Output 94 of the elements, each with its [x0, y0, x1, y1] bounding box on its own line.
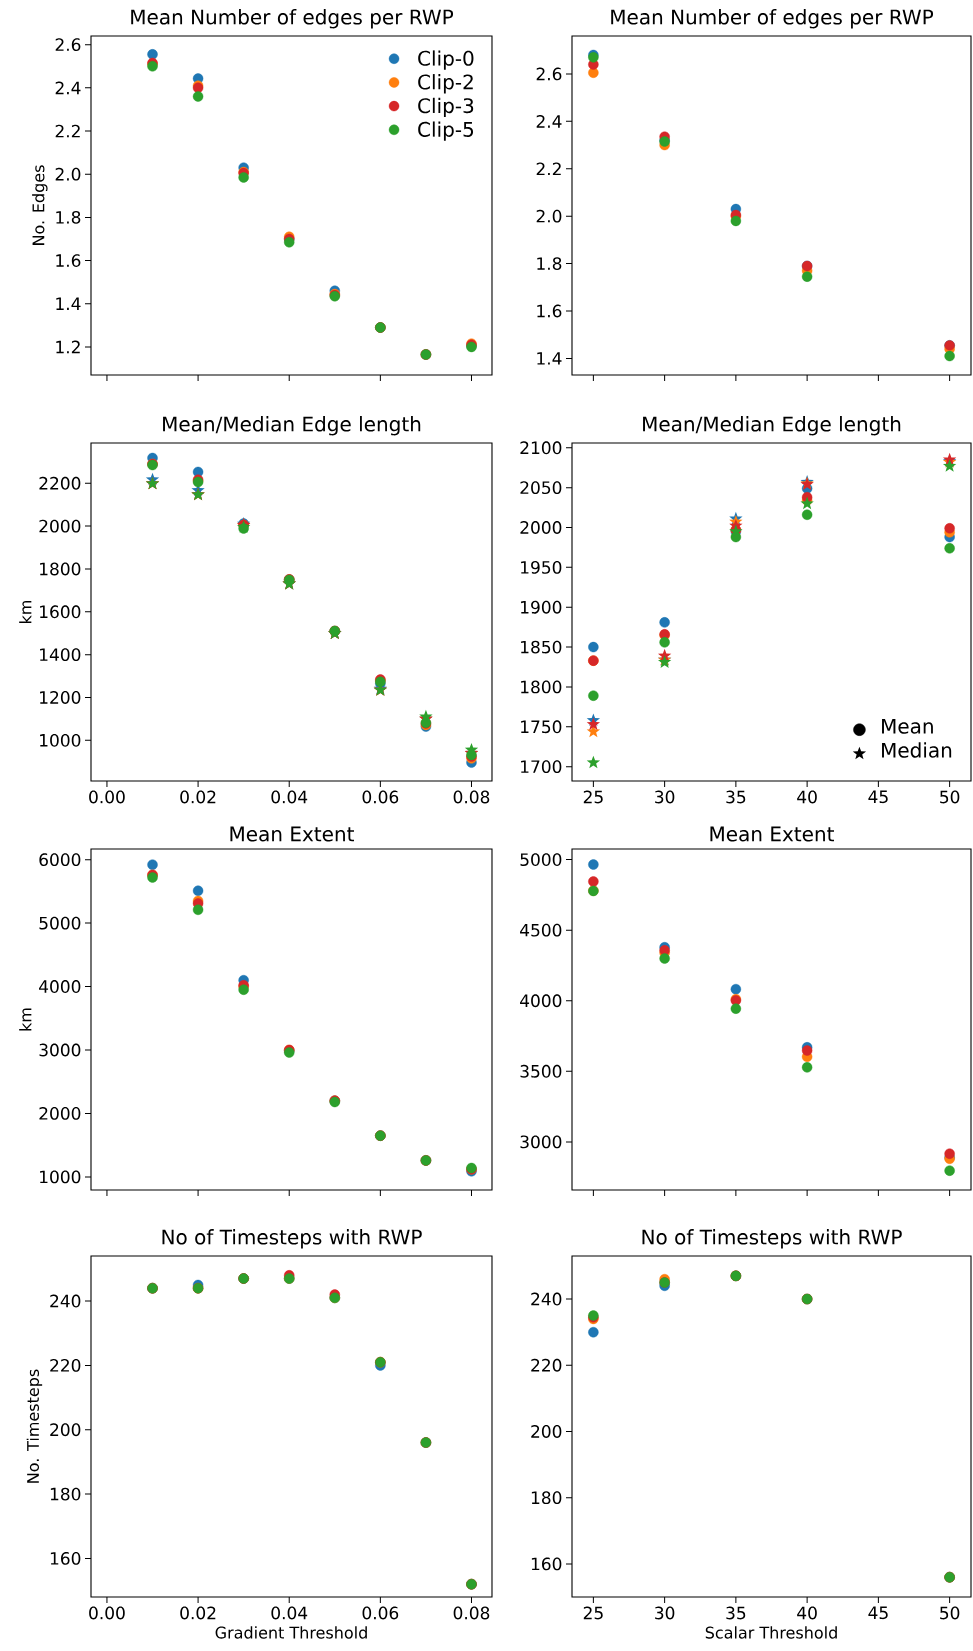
x-tick-label: 0.02: [180, 1606, 216, 1620]
annotation: Mean: [882, 718, 933, 734]
y-axis-title: km: [19, 600, 32, 623]
y-tick-label: 5000: [520, 853, 562, 867]
y-tick-label: 160: [50, 1551, 81, 1565]
x-tick-label: 0.06: [362, 1606, 399, 1620]
y-tick-label: 3000: [39, 1043, 81, 1057]
y-tick-label: 1800: [40, 562, 81, 576]
chart-title: Mean/Median Edge length: [163, 416, 421, 436]
y-tick-label: 4500: [520, 923, 562, 937]
y-tick-label: 2.2: [536, 162, 561, 176]
x-tick-label: 0.08: [453, 1606, 490, 1620]
x-tick-label: 45: [868, 790, 888, 804]
y-tick-label: 1850: [521, 640, 562, 654]
chart-title: Mean Number of edges per RWP: [131, 9, 454, 29]
chart-title: No of Timesteps with RWP: [642, 1229, 902, 1249]
y-tick-label: 1700: [521, 760, 562, 774]
y-tick-label: 4000: [520, 994, 562, 1008]
y-tick-label: 1200: [40, 691, 81, 704]
y-tick-label: 240: [531, 1292, 562, 1306]
x-tick-label: 0.00: [89, 790, 125, 804]
legend-label: Clip-2: [418, 74, 473, 94]
y-tick-label: 2.6: [55, 38, 81, 52]
y-tick-label: 220: [50, 1358, 81, 1372]
y-tick-label: 200: [50, 1423, 81, 1437]
x-tick-label: 35: [726, 790, 746, 804]
y-tick-label: 2.0: [536, 209, 562, 223]
y-tick-label: 1.6: [56, 254, 81, 267]
x-tick-label: 0.06: [362, 790, 399, 804]
y-tick-label: 200: [531, 1425, 562, 1438]
x-tick-label: 0.08: [453, 790, 490, 804]
x-tick-label: 25: [583, 790, 603, 804]
x-tick-label: 0.00: [89, 1606, 125, 1620]
y-tick-label: 2.0: [55, 167, 81, 181]
chart-title: Mean Number of edges per RWP: [611, 9, 934, 29]
x-tick-label: 40: [797, 790, 817, 804]
chart-title: Mean Extent: [710, 826, 834, 842]
x-tick-label: 50: [940, 1606, 960, 1620]
y-tick-label: 2000: [39, 519, 81, 533]
x-tick-label: 30: [655, 1606, 675, 1620]
y-tick-label: 1.4: [56, 297, 81, 310]
y-axis-title: No. Timesteps: [26, 1369, 43, 1483]
y-tick-label: 5000: [39, 916, 81, 930]
y-tick-label: 2.4: [55, 81, 81, 95]
y-tick-label: 2200: [39, 476, 81, 490]
y-tick-label: 1.8: [537, 257, 562, 271]
y-tick-label: 1.8: [56, 210, 81, 224]
y-tick-label: 2000: [39, 1107, 81, 1120]
chart-title: Mean/Median Edge length: [643, 416, 901, 436]
y-tick-label: 1400: [40, 648, 81, 662]
y-tick-label: 6000: [39, 853, 81, 867]
x-tick-label: 30: [655, 790, 675, 804]
y-tick-label: 1000: [40, 733, 81, 747]
x-tick-label: 35: [726, 1606, 746, 1620]
x-axis-title: Gradient Threshold: [215, 1626, 367, 1639]
y-tick-label: 1950: [521, 560, 562, 574]
x-tick-label: 0.04: [271, 1606, 308, 1620]
x-tick-label: 50: [940, 790, 960, 804]
y-tick-label: 2.6: [536, 67, 562, 81]
x-tick-label: 0.04: [271, 790, 308, 804]
y-axis-title: km: [19, 1008, 32, 1031]
x-tick-label: 40: [797, 1606, 817, 1620]
y-tick-label: 2000: [520, 521, 562, 534]
annotation: Median: [882, 742, 952, 758]
y-tick-label: 160: [531, 1557, 562, 1571]
legend-label: Clip-0: [418, 50, 474, 70]
y-tick-label: 2100: [520, 441, 562, 455]
x-axis-title: Scalar Threshold: [705, 1626, 837, 1639]
y-tick-label: 4000: [39, 980, 81, 993]
y-tick-label: 1000: [40, 1170, 81, 1184]
y-tick-label: 1800: [521, 680, 562, 694]
y-tick-label: 1.6: [537, 304, 562, 318]
y-tick-label: 180: [531, 1491, 562, 1505]
y-tick-label: 3500: [520, 1064, 562, 1078]
y-tick-label: 3000: [520, 1135, 562, 1149]
x-tick-label: 45: [868, 1606, 888, 1620]
legend-label: Clip-5: [418, 121, 474, 141]
y-tick-label: 1750: [521, 720, 562, 734]
y-tick-label: 240: [50, 1294, 81, 1308]
chart-title: No of Timesteps with RWP: [162, 1229, 422, 1249]
y-tick-label: 2.4: [536, 115, 562, 128]
y-tick-label: 180: [50, 1487, 81, 1501]
y-tick-label: 2050: [520, 481, 562, 495]
y-tick-label: 1600: [40, 605, 81, 619]
y-tick-label: 220: [531, 1358, 562, 1372]
legend-label: Clip-3: [418, 97, 474, 118]
y-tick-label: 1.2: [56, 340, 80, 354]
chart-title: Mean Extent: [230, 826, 354, 842]
x-tick-label: 25: [583, 1606, 603, 1620]
y-axis-title: No. Edges: [32, 165, 48, 245]
y-tick-label: 1900: [521, 600, 562, 614]
y-tick-label: 2.2: [55, 124, 80, 138]
x-tick-label: 0.02: [180, 790, 216, 804]
y-tick-label: 1.4: [537, 352, 562, 365]
